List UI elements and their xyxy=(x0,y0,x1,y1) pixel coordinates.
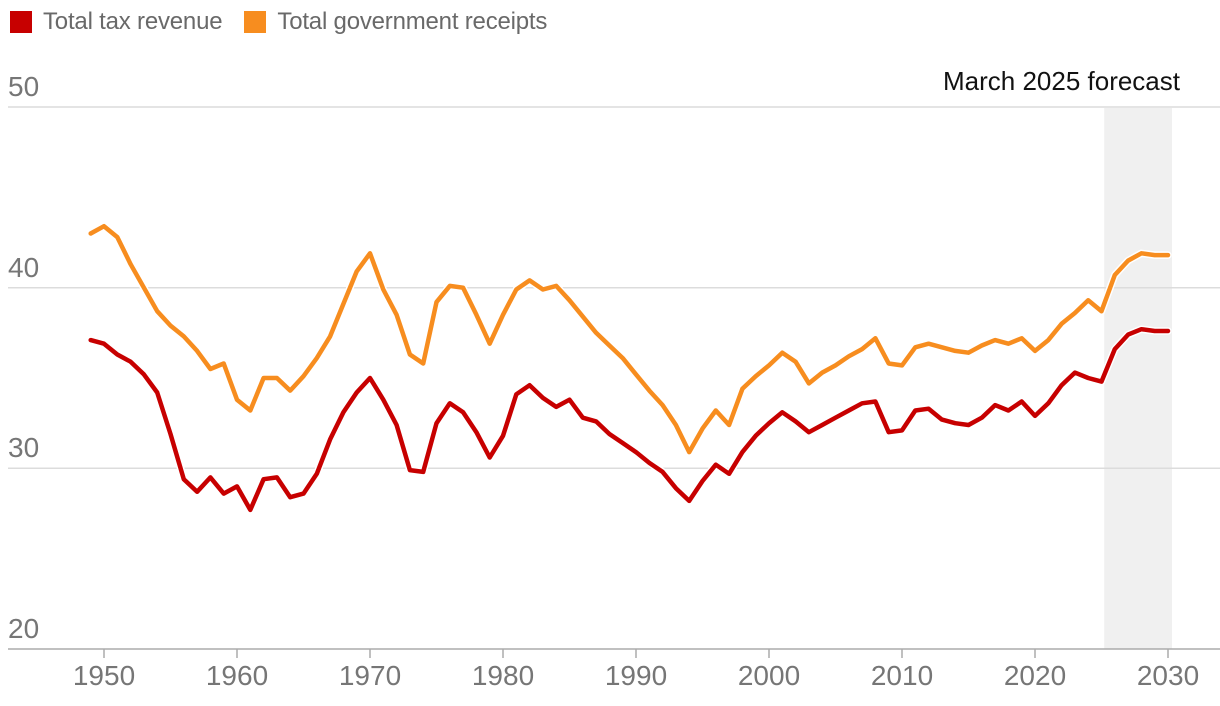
legend: Total tax revenue Total government recei… xyxy=(10,8,547,36)
x-axis-label: 1980 xyxy=(471,660,535,691)
x-axis-label: 1960 xyxy=(205,660,269,691)
y-axis-label: 50 xyxy=(8,71,40,102)
legend-item-receipts: Total government receipts xyxy=(244,8,547,36)
y-axis-label: 40 xyxy=(8,252,40,283)
legend-label-tax-revenue: Total tax revenue xyxy=(43,8,223,35)
x-axis-label: 2020 xyxy=(1003,660,1067,691)
receipts-swatch-icon xyxy=(244,11,267,33)
tax-revenue-swatch-icon xyxy=(10,11,32,33)
x-axis-label: 2010 xyxy=(870,660,934,691)
tax-revenue-line-halo xyxy=(86,325,1172,514)
forecast-annotation: March 2025 forecast xyxy=(942,66,1180,96)
legend-item-tax-revenue: Total tax revenue xyxy=(10,8,223,36)
y-axis-label: 20 xyxy=(8,613,40,644)
tax-revenue-line xyxy=(88,326,1171,513)
forecast-band xyxy=(1104,108,1172,649)
x-axis-label: 1970 xyxy=(338,660,402,691)
receipts-line xyxy=(88,223,1171,455)
x-axis-label: 1950 xyxy=(72,660,136,691)
legend-label-receipts: Total government receipts xyxy=(277,8,548,35)
receipts-line-halo xyxy=(86,222,1172,456)
x-axis-label: 2000 xyxy=(737,660,801,691)
x-axis-label: 1990 xyxy=(604,660,668,691)
y-axis-label: 30 xyxy=(8,432,40,463)
x-axis-label: 2030 xyxy=(1136,660,1200,691)
